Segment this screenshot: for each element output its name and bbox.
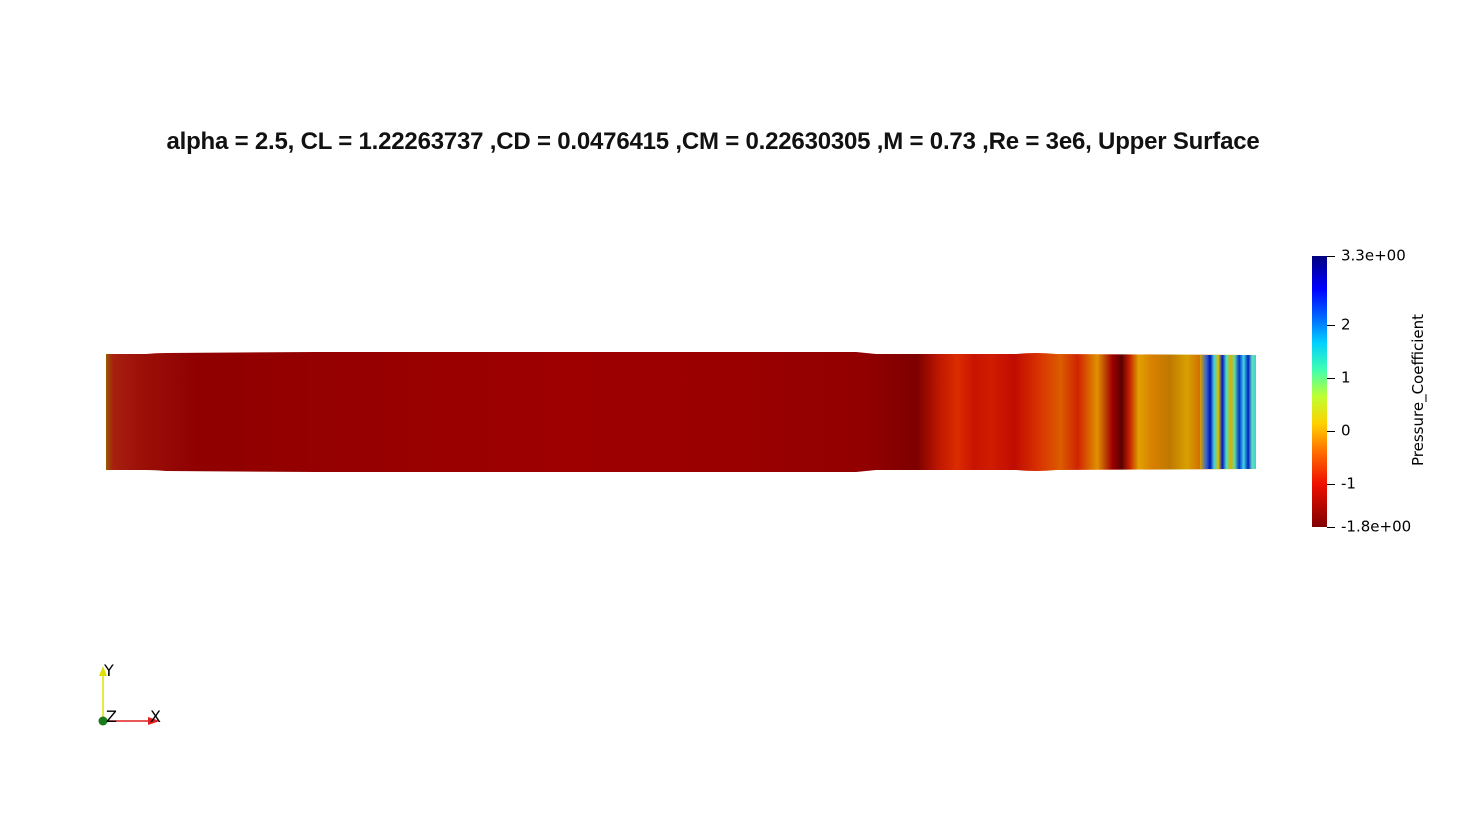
- colorbar-tick-label: 1: [1341, 368, 1351, 387]
- z-axis-dot: [98, 716, 108, 726]
- colorbar-tick: [1327, 431, 1335, 432]
- colorbar-tick: [1327, 484, 1335, 485]
- colorbar-tick-label: -1.8e+00: [1341, 517, 1412, 536]
- colorbar-tick-label: 3.3e+00: [1341, 246, 1406, 265]
- plot-title: alpha = 2.5, CL = 1.22263737 ,CD = 0.047…: [166, 128, 1260, 155]
- colorbar: [1312, 256, 1327, 527]
- orientation-axes: [98, 666, 160, 726]
- colorbar-tick-label: -1: [1341, 474, 1356, 493]
- colorbar-tick: [1327, 256, 1335, 257]
- surface-contour[interactable]: [106, 352, 1256, 472]
- x-axis-label: X: [150, 707, 161, 726]
- y-axis-arrow: [99, 666, 107, 676]
- colorbar-title: Pressure_Coefficient: [1409, 314, 1427, 466]
- colorbar-tick-label: 2: [1341, 315, 1351, 334]
- colorbar-tick: [1327, 378, 1335, 379]
- colorbar-tick-label: 0: [1341, 421, 1351, 440]
- x-axis-arrow: [148, 717, 160, 725]
- colorbar-tick: [1327, 527, 1335, 528]
- y-axis-label: Y: [104, 661, 114, 680]
- colorbar-tick: [1327, 325, 1335, 326]
- z-axis-label: Z: [106, 707, 117, 726]
